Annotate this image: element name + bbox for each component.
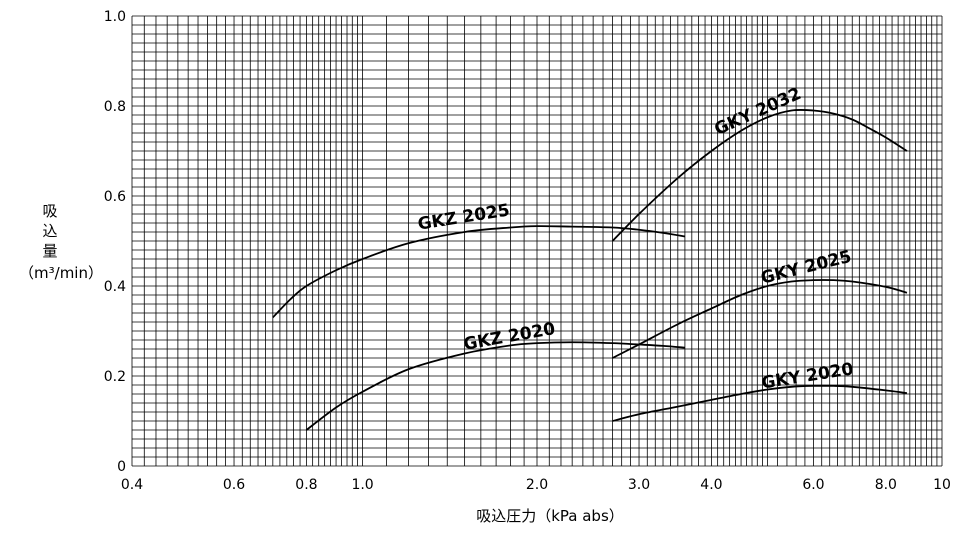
y-tick-label: 1.0 [104,9,126,25]
series-line [305,341,685,431]
x-tick-label: 0.6 [223,477,245,493]
y-axis-label: （m³/min） [19,264,103,282]
y-tick-label: 0 [117,459,126,475]
series-label: GKZ 2025 [416,200,511,234]
y-axis-label: 込 [42,222,57,240]
series-label: GKY 2032 [712,84,805,140]
y-axis-label: 吸 [42,202,57,220]
grid [131,15,943,467]
series-line [611,108,908,242]
x-tick-label: 0.4 [121,477,143,493]
series-label: GKY 2025 [759,247,854,289]
y-tick-label: 0.8 [104,99,126,115]
y-tick-label: 0.4 [104,279,126,295]
y-tick-label: 0.6 [104,189,126,205]
series-line [272,225,686,319]
y-axis-label: 量 [42,242,57,260]
series-label: GKY 2020 [760,359,855,393]
x-tick-label: 3.0 [628,477,650,493]
x-tick-label: 10 [933,477,951,493]
curves [272,108,908,431]
x-axis-label: 吸込圧力（kPa abs） [476,507,624,525]
x-tick-label: 6.0 [802,477,824,493]
y-tick-label: 0.2 [104,369,126,385]
x-tick-label: 8.0 [875,477,897,493]
x-tick-label: 4.0 [700,477,722,493]
x-tick-label: 0.8 [295,477,317,493]
series-line [612,279,908,359]
series-line [612,384,908,422]
x-tick-label: 2.0 [526,477,548,493]
series-label: GKZ 2020 [462,319,557,355]
x-tick-label: 1.0 [351,477,373,493]
